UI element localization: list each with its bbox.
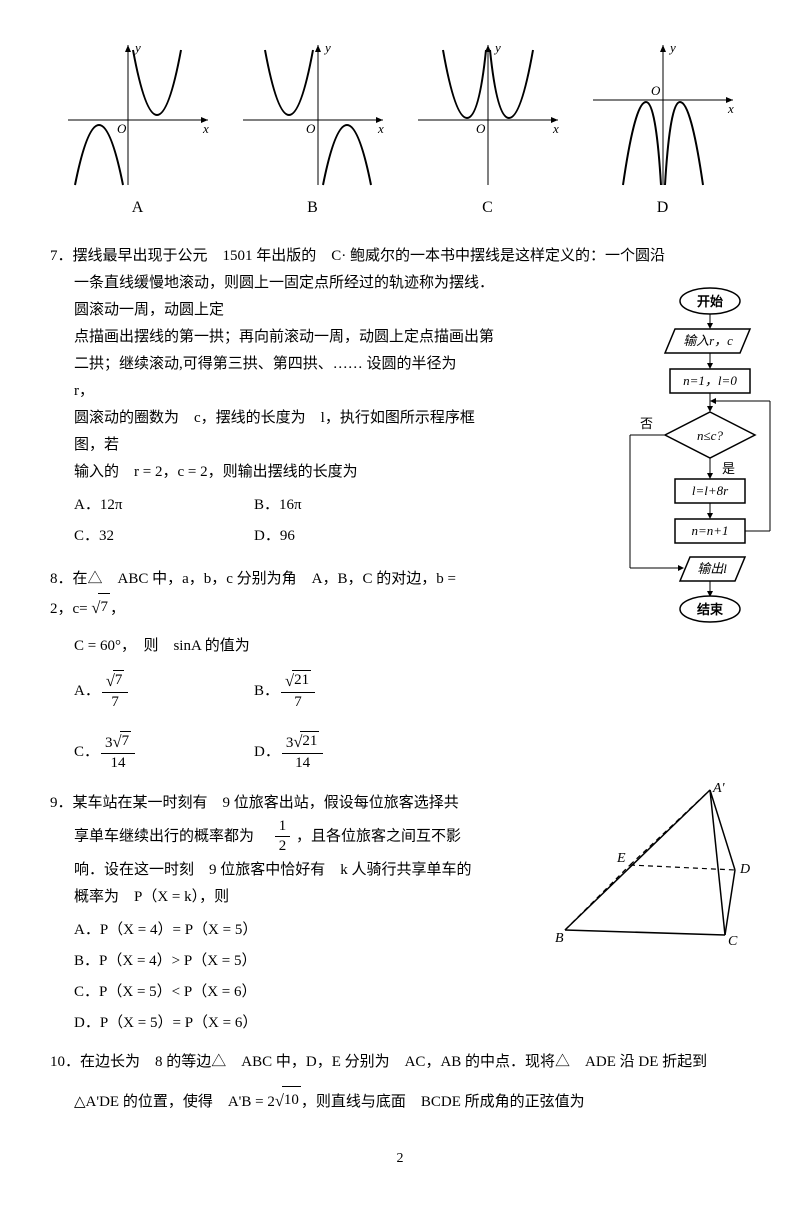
problem-7: 7．摆线最早出现于公元 1501 年出版的 C· 鲍威尔的一本书中摆线是这样定义… — [50, 243, 750, 554]
graph-d-svg: x y O — [588, 40, 738, 190]
graph-d: x y O D — [575, 40, 750, 223]
p7-line1: 一条直线缓慢地滚动，则圆上一固定点所经过的轨迹称为摆线．圆滚动一周，动圆上定 — [74, 270, 504, 324]
svg-text:B: B — [555, 931, 564, 946]
svg-text:x: x — [377, 121, 384, 136]
problem-7-num: 7． — [50, 248, 73, 264]
p7-opt-c: C．32 — [74, 523, 254, 550]
graph-b-label: B — [225, 194, 400, 223]
svg-text:y: y — [668, 40, 676, 55]
svg-text:E: E — [616, 851, 626, 866]
p8-opt-c: C． 3√714 — [74, 731, 254, 774]
problem-10: 10．在边长为 8 的等边△ ABC 中，D，E 分别为 AC，AB 的中点．现… — [50, 1049, 750, 1116]
p9-line2: 享单车继续出行的概率都为 12 ，且各位旅客之间互不影 — [74, 817, 504, 857]
graph-b-svg: x y O — [238, 40, 388, 190]
p10-line1: 在边长为 8 的等边△ ABC 中，D，E 分别为 AC，AB 的中点．现将△ … — [80, 1054, 707, 1070]
problem-10-num: 10． — [50, 1054, 80, 1070]
svg-text:A': A' — [712, 781, 726, 796]
p9-opt-d: D．P（X = 5）= P（X = 6） — [74, 1010, 750, 1037]
svg-text:输出l: 输出l — [697, 561, 727, 576]
svg-text:y: y — [323, 40, 331, 55]
svg-text:C: C — [728, 934, 738, 949]
p8-opt-d: D． 3√2114 — [254, 731, 434, 774]
p7-line3: 二拱；继续滚动,可得第三拱、第四拱、…… 设圆的半径为 r， — [74, 351, 504, 405]
svg-text:O: O — [476, 121, 486, 136]
page-number: 2 — [50, 1146, 750, 1171]
svg-text:x: x — [552, 121, 559, 136]
graph-d-label: D — [575, 194, 750, 223]
p9-line4: 概率为 P（X = k），则 — [74, 884, 504, 911]
svg-text:x: x — [727, 101, 734, 116]
p8-opt-a: A． √77 — [74, 670, 254, 713]
problem-8: 8．在△ ABC 中，a，b，c 分别为角 A，B，C 的对边，b = 2，c=… — [50, 566, 480, 778]
p9-line3: 响．设在这一时刻 9 位旅客中恰好有 k 人骑行共享单车的 — [74, 857, 504, 884]
svg-text:D: D — [739, 862, 750, 877]
svg-text:x: x — [202, 121, 209, 136]
svg-text:O: O — [306, 121, 316, 136]
p9-opt-c: C．P（X = 5）< P（X = 6） — [74, 979, 750, 1006]
p7-opt-b: B．16π — [254, 492, 434, 519]
graph-a-svg: x y O — [63, 40, 213, 190]
p7-opt-a: A．12π — [74, 492, 254, 519]
p8-text2: C = 60°， 则 sinA 的值为 — [74, 633, 480, 660]
p7-line5: 输入的 r = 2，c = 2，则输出摆线的长度为 — [74, 459, 504, 486]
graph-b: x y O B — [225, 40, 400, 223]
problem-9: A' B C D E 9．某车站在某一时刻有 9 位旅客出站，假设每位旅客选择共… — [50, 790, 750, 1037]
p7-opt-d: D．96 — [254, 523, 434, 550]
p7-line4: 圆滚动的圈数为 c，摆线的长度为 l，执行如图所示程序框图，若 — [74, 405, 504, 459]
p7-line0: 摆线最早出现于公元 1501 年出版的 C· 鲍威尔的一本书中摆线是这样定义的：… — [73, 248, 666, 264]
sqrt-10: √10 — [275, 1086, 301, 1116]
graph-c-label: C — [400, 194, 575, 223]
svg-text:结束: 结束 — [697, 602, 724, 617]
p7-line2: 点描画出摆线的第一拱；再向前滚动一周，动圆上定点描画出第 — [74, 324, 504, 351]
graphs-row: x y O A x y O B — [50, 40, 750, 223]
graph-c: x y O C — [400, 40, 575, 223]
tetrahedron-figure: A' B C D E — [550, 780, 760, 960]
p8-opt-b: B． √217 — [254, 670, 434, 713]
problem-9-num: 9． — [50, 795, 73, 811]
problem-8-num: 8． — [50, 571, 73, 587]
p9-line0: 某车站在某一时刻有 9 位旅客出站，假设每位旅客选择共 — [73, 795, 459, 811]
graph-a: x y O A — [50, 40, 225, 223]
svg-text:O: O — [117, 121, 127, 136]
svg-text:y: y — [493, 40, 501, 55]
sqrt-7: √7 — [91, 593, 110, 623]
svg-text:O: O — [651, 83, 661, 98]
graph-c-svg: x y O — [413, 40, 563, 190]
graph-a-label: A — [50, 194, 225, 223]
